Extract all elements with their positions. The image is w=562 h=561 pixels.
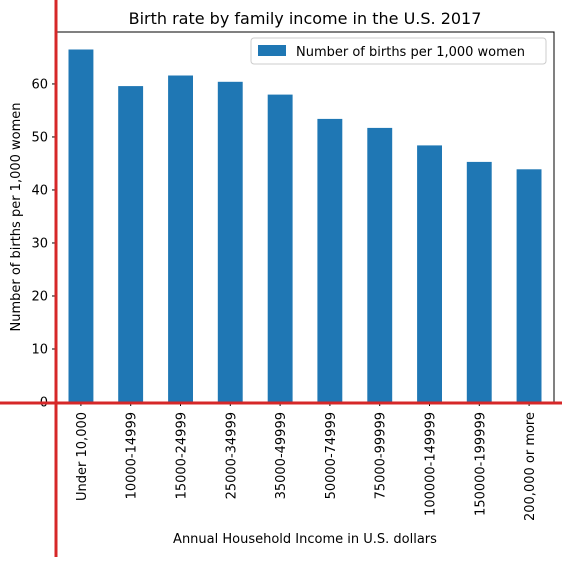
x-tick-label: 25000-34999: [224, 412, 239, 499]
y-tick-label: 20: [31, 289, 48, 304]
bar: [367, 127, 393, 403]
y-axis-label: Number of births per 1,000 women: [9, 102, 24, 331]
y-tick-label: 10: [31, 342, 48, 357]
legend-frame: [250, 37, 547, 65]
x-axis-label: Annual Household Income in U.S. dollars: [173, 532, 437, 547]
x-tick-label: 10000-14999: [125, 412, 140, 499]
chart-title: Birth rate by family income in the U.S. …: [129, 9, 482, 28]
y-tick-label: 30: [31, 236, 48, 251]
y-tick-label: 60: [31, 77, 48, 92]
x-tick-label: 50000-74999: [324, 412, 339, 499]
bar: [516, 169, 542, 402]
bar: [217, 81, 243, 403]
legend: Number of births per 1,000 women: [250, 37, 547, 65]
x-tick-label: 150000-199999: [473, 412, 488, 516]
y-tick-label: 40: [31, 183, 48, 198]
x-tick-label: Under 10,000: [75, 412, 90, 501]
y-axis: 0102030405060: [31, 77, 56, 411]
x-tick-label: 15000-24999: [175, 412, 190, 499]
x-axis: Under 10,000 10000-14999 15000-24999 25000-…: [75, 402, 538, 521]
y-tick-label: 50: [31, 130, 48, 145]
x-tick-label: 35000-49999: [274, 412, 289, 499]
x-tick-label: 200,000 or more: [523, 412, 538, 521]
legend-swatch: [258, 45, 286, 56]
x-tick-label: 100000-149999: [424, 412, 439, 516]
bar: [68, 49, 94, 402]
bar: [417, 145, 442, 402]
bar: [168, 75, 193, 402]
bars-layer: [68, 49, 542, 403]
bar: [118, 86, 144, 402]
legend-label: Number of births per 1,000 women: [296, 45, 525, 60]
bar: [267, 94, 293, 402]
bar: [466, 161, 492, 402]
bar: [317, 118, 343, 403]
x-tick-label: 75000-99999: [374, 412, 389, 499]
